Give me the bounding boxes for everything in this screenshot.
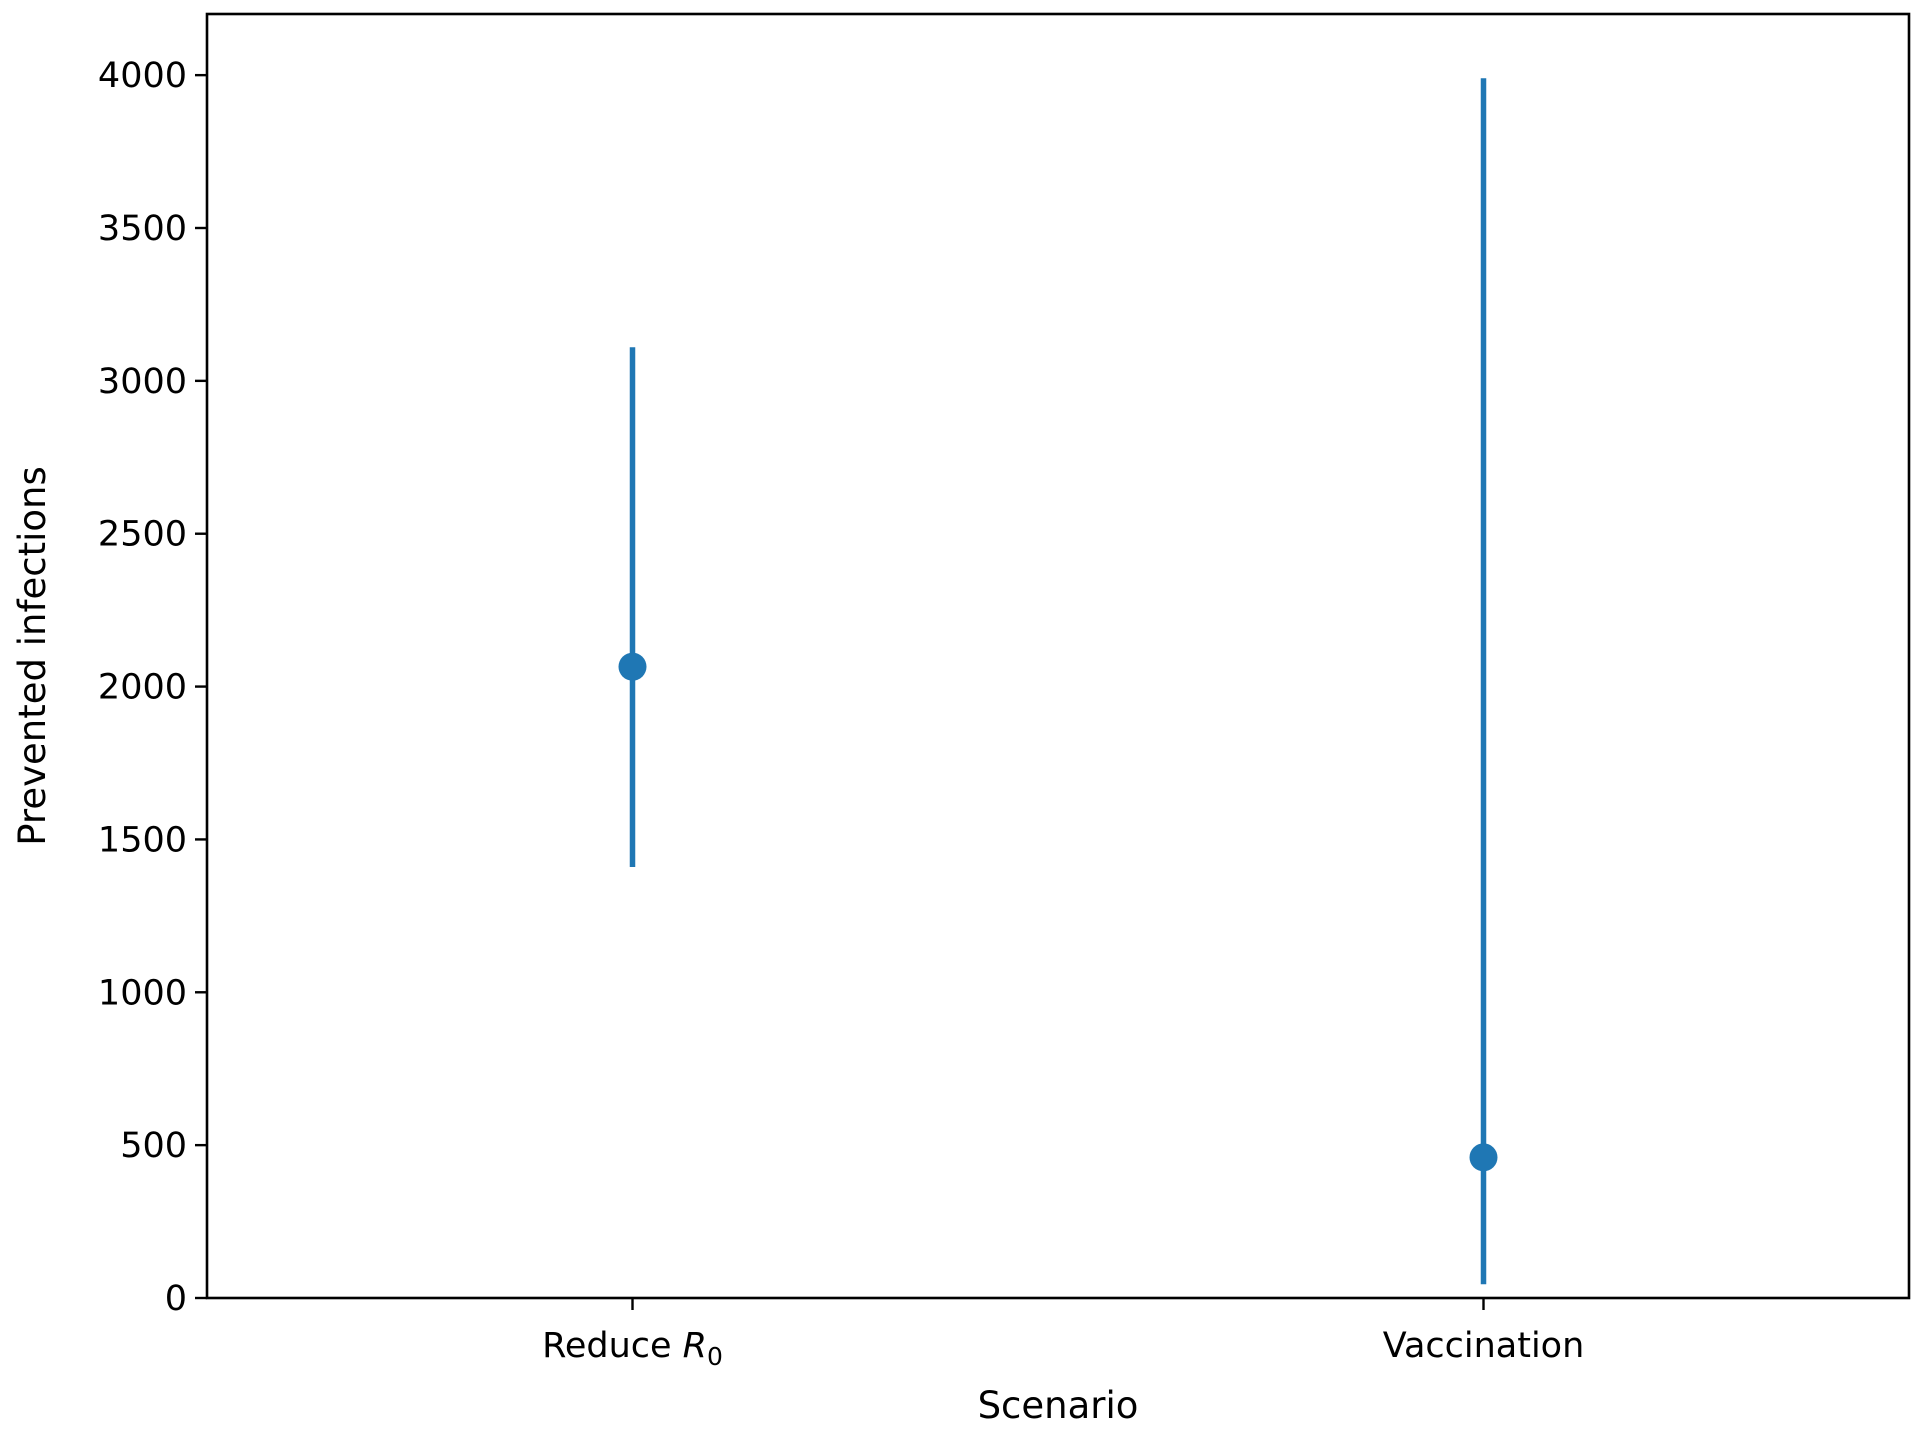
y-tick-label: 2500 <box>98 515 187 555</box>
y-tick-label: 500 <box>120 1126 187 1166</box>
y-tick-label: 3500 <box>98 209 187 249</box>
data-point <box>1469 1143 1498 1172</box>
x-tick-label-variable: R <box>683 1326 707 1366</box>
x-tick-label: Reduce R0 <box>542 1326 723 1371</box>
x-axis-title: Scenario <box>978 1384 1139 1427</box>
y-axis: 0 500 1000 1500 2000 2500 3000 3500 4000 <box>98 56 207 1319</box>
y-tick-label: 3000 <box>98 362 187 402</box>
x-tick-label-subscript: 0 <box>707 1342 723 1371</box>
plot-frame <box>205 12 1911 1300</box>
y-axis-title: Prevented infections <box>11 466 54 845</box>
y-tick-label: 1500 <box>98 820 187 860</box>
y-tick-label: 2000 <box>98 668 187 708</box>
y-tick-label: 0 <box>165 1279 187 1319</box>
y-tick-label: 1000 <box>98 973 187 1013</box>
x-tick-label: Vaccination <box>1383 1326 1585 1366</box>
data-point <box>618 652 647 681</box>
x-tick-label-text: Vaccination <box>1383 1326 1585 1366</box>
plot-marks <box>618 78 1498 1285</box>
x-axis: Reduce R0 Vaccination <box>542 1298 1584 1371</box>
x-tick-label-text: Reduce <box>542 1326 683 1366</box>
y-tick-label: 4000 <box>98 56 187 96</box>
